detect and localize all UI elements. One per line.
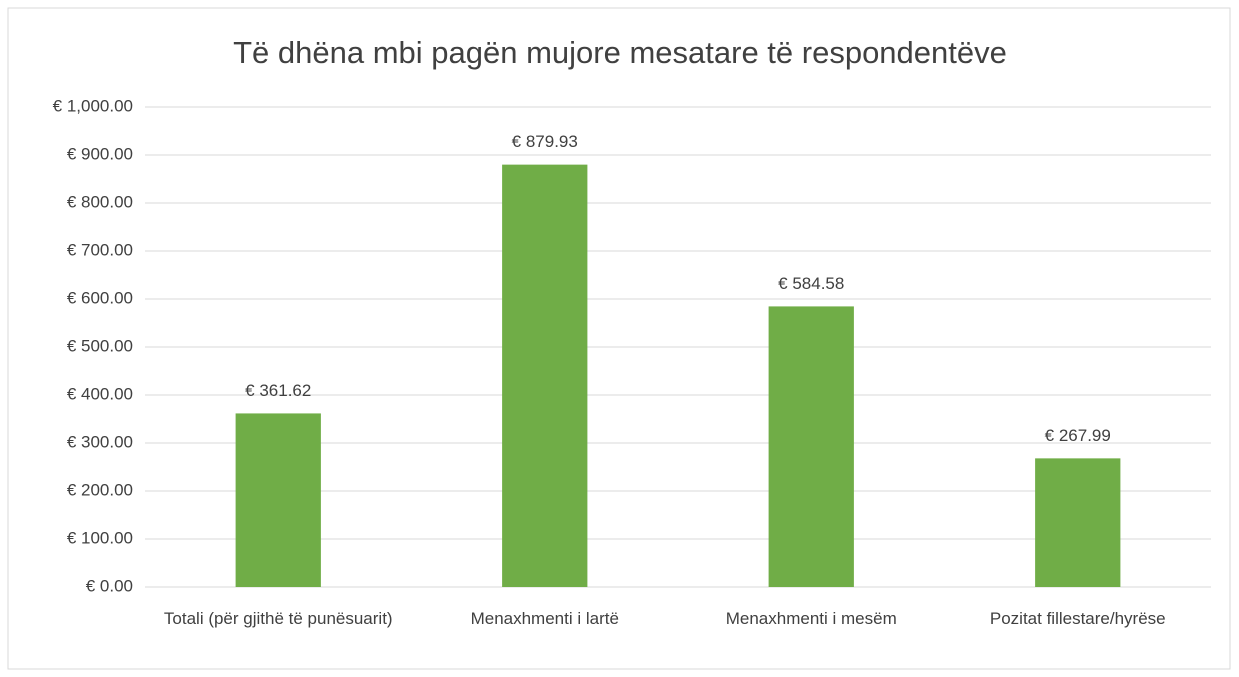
x-tick-label: Pozitat fillestare/hyrëse	[989, 609, 1166, 628]
chart-border	[7, 7, 1231, 670]
bar	[768, 306, 854, 587]
y-tick-label: € 900.00	[67, 144, 133, 163]
y-tick-label: € 700.00	[67, 240, 133, 259]
y-tick-label: € 200.00	[67, 480, 133, 499]
y-tick-label: € 1,000.00	[53, 96, 133, 115]
x-tick-label: Menaxhmenti i lartë	[470, 609, 619, 628]
bar	[502, 164, 588, 587]
y-tick-label: € 600.00	[67, 288, 133, 307]
y-tick-label: € 400.00	[67, 384, 133, 403]
data-label: € 584.58	[778, 274, 844, 293]
bar	[1035, 458, 1121, 587]
chart-title: Të dhëna mbi pagën mujore mesatare të re…	[233, 35, 1007, 70]
x-tick-label: Menaxhmenti i mesëm	[725, 609, 897, 628]
y-tick-label: € 300.00	[67, 432, 133, 451]
y-tick-label: € 800.00	[67, 192, 133, 211]
data-label: € 361.62	[245, 381, 311, 400]
bar	[235, 413, 321, 587]
data-label: € 879.93	[512, 132, 578, 151]
x-tick-label: Totali (për gjithë të punësuarit)	[163, 609, 393, 628]
data-label: € 267.99	[1045, 426, 1111, 445]
y-tick-label: € 100.00	[67, 528, 133, 547]
y-tick-label: € 0.00	[86, 576, 133, 595]
y-tick-label: € 500.00	[67, 336, 133, 355]
